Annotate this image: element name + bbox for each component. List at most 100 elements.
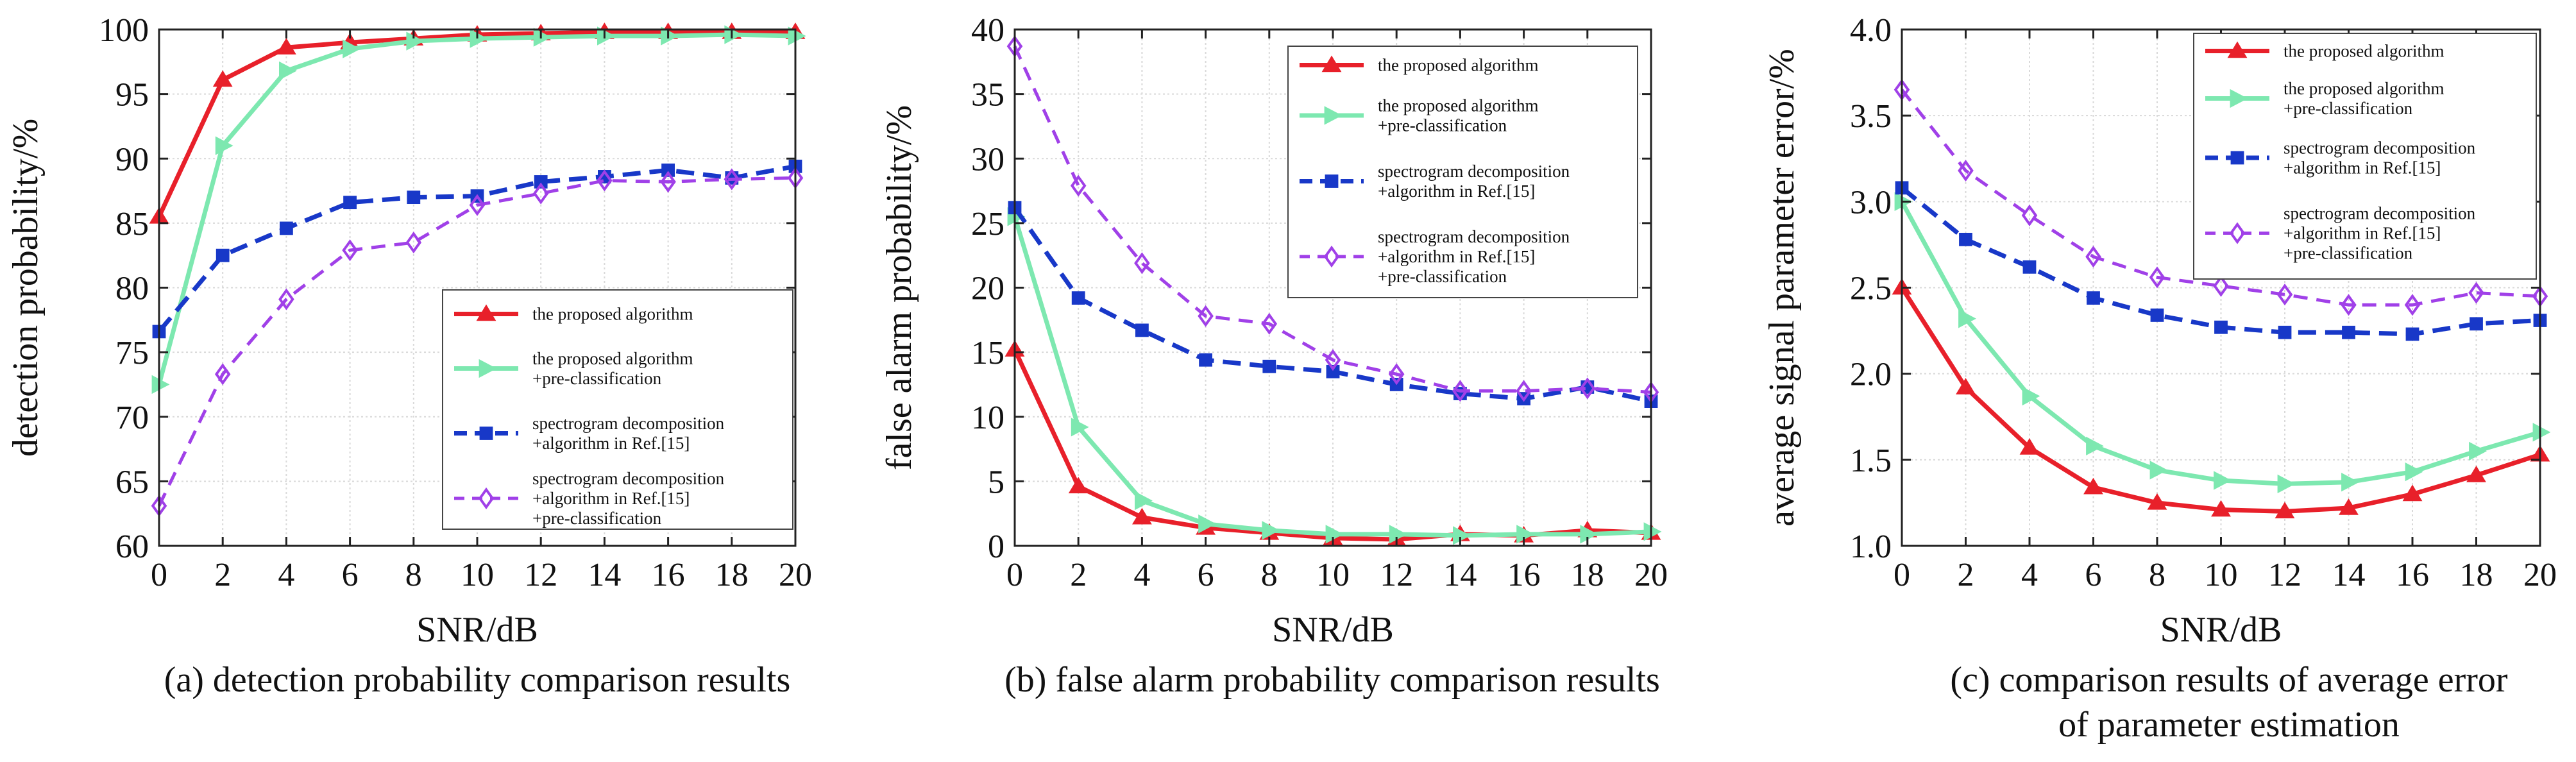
panel-caption: of parameter estimation [2058, 705, 2400, 745]
data-point [1453, 526, 1471, 545]
x-tick-label: 4 [1133, 557, 1150, 593]
data-point [1959, 232, 1972, 246]
data-point [2086, 436, 2104, 456]
series-proposed [1892, 278, 2550, 519]
chart-panel-average-parameter-error: 0 2 4 6 8 10 12 14 16 18 20 1.0 1.5 2.0 2.5 3.0 3.5 4.0 SN… [1762, 12, 2557, 745]
x-tick-label: 6 [342, 557, 359, 593]
y-tick-label: 1.5 [1850, 443, 1892, 479]
data-point [1070, 174, 1087, 197]
y-tick-label: 3.0 [1850, 184, 1892, 221]
data-point [1325, 525, 1344, 544]
data-point [1579, 377, 1596, 400]
series-spectrogram-preclass [1006, 35, 1659, 403]
data-point [1958, 309, 1976, 328]
legend-entry-proposed: the proposed algorithm [2205, 42, 2444, 61]
legend-swatch-marker [1324, 106, 1343, 125]
data-point [407, 190, 421, 205]
data-point [534, 175, 548, 189]
legend-entry-spectrogram: spectrogram decomposition+algorithm in R… [2205, 139, 2476, 178]
legend-label: the proposed algorithm [532, 349, 693, 368]
data-point [1326, 364, 1340, 378]
data-point [406, 31, 425, 51]
legend-entry-spectrogram-preclass: spectrogram decomposition+algorithm in R… [454, 469, 725, 528]
data-point [660, 171, 676, 193]
data-point [1135, 491, 1153, 511]
data-point [2468, 282, 2484, 304]
y-tick-label: 40 [971, 12, 1004, 49]
data-point [1135, 323, 1149, 337]
legend-entry-spectrogram: spectrogram decomposition+algorithm in R… [454, 414, 725, 453]
data-point [1452, 380, 1468, 402]
data-point [1071, 291, 1085, 305]
data-point [2021, 204, 2038, 226]
legend-entry-preclass: the proposed algorithm+pre-classificatio… [454, 349, 693, 388]
x-tick-label: 12 [1380, 557, 1413, 593]
data-point [1262, 521, 1280, 540]
legend-swatch-marker [1321, 55, 1342, 72]
legend-label: +algorithm in Ref.[15] [2284, 224, 2441, 243]
data-point [2341, 473, 2359, 492]
x-tick-label: 10 [461, 557, 494, 593]
data-point [342, 239, 358, 262]
x-tick-label: 12 [2268, 557, 2301, 593]
legend-label: +algorithm in Ref.[15] [1378, 182, 1535, 201]
x-tick-label: 16 [2396, 557, 2429, 593]
legend-label: +algorithm in Ref.[15] [532, 434, 690, 453]
series-line [1013, 46, 1652, 394]
legend-label: +algorithm in Ref.[15] [532, 489, 690, 508]
x-tick-label: 20 [779, 557, 812, 593]
panel-caption: (b) false alarm probability comparison r… [1004, 660, 1660, 700]
x-axis-label: SNR/dB [2160, 610, 2282, 650]
legend-label: the proposed algorithm [2284, 79, 2444, 98]
legend-swatch-marker [2227, 41, 2248, 58]
data-point [1956, 378, 1976, 394]
series-spectrogram-preclass [151, 167, 804, 517]
data-point [1262, 359, 1276, 373]
data-point [2085, 246, 2101, 268]
legend: the proposed algorithm the proposed algor… [2193, 33, 2537, 280]
x-tick-label: 14 [588, 557, 621, 593]
data-point [279, 61, 297, 81]
data-point [2147, 493, 2167, 510]
data-point [661, 26, 679, 46]
y-tick-label: 10 [971, 400, 1004, 436]
x-tick-label: 8 [2149, 557, 2165, 593]
legend-label: spectrogram decomposition [1378, 162, 1570, 181]
data-point [2083, 477, 2103, 495]
legend-label: +pre-classification [1378, 267, 1507, 286]
data-point [1643, 522, 1662, 541]
legend-swatch-marker [478, 487, 495, 510]
legend-swatch-marker [476, 304, 496, 321]
data-point [724, 168, 740, 190]
data-point [2214, 471, 2232, 490]
x-tick-label: 8 [405, 557, 422, 593]
x-tick-label: 6 [1198, 557, 1214, 593]
x-tick-label: 16 [652, 557, 685, 593]
data-point [1516, 380, 1532, 402]
data-point [2019, 438, 2040, 455]
legend-swatch-marker [2230, 89, 2248, 108]
legend-box [442, 289, 793, 530]
y-axis-label: false alarm probability/% [879, 105, 919, 470]
y-tick-label: 20 [971, 271, 1004, 307]
y-tick-label: 60 [115, 529, 149, 565]
x-tick-label: 0 [151, 557, 167, 593]
y-tick-label: 70 [115, 400, 149, 436]
data-point [2405, 327, 2419, 341]
x-tick-label: 6 [2085, 557, 2102, 593]
legend-label: spectrogram decomposition [1378, 227, 1570, 246]
legend-entry-proposed: the proposed algorithm [454, 305, 693, 324]
data-point [724, 25, 743, 44]
x-tick-label: 20 [1634, 557, 1668, 593]
legend-label: spectrogram decomposition [2284, 139, 2476, 158]
x-tick-label: 18 [715, 557, 749, 593]
data-point [2532, 423, 2551, 442]
y-tick-label: 2.5 [1850, 271, 1892, 307]
data-point [2149, 266, 2165, 289]
data-point [533, 28, 552, 47]
y-tick-label: 1.0 [1850, 529, 1892, 565]
series-preclass [1007, 207, 1662, 545]
